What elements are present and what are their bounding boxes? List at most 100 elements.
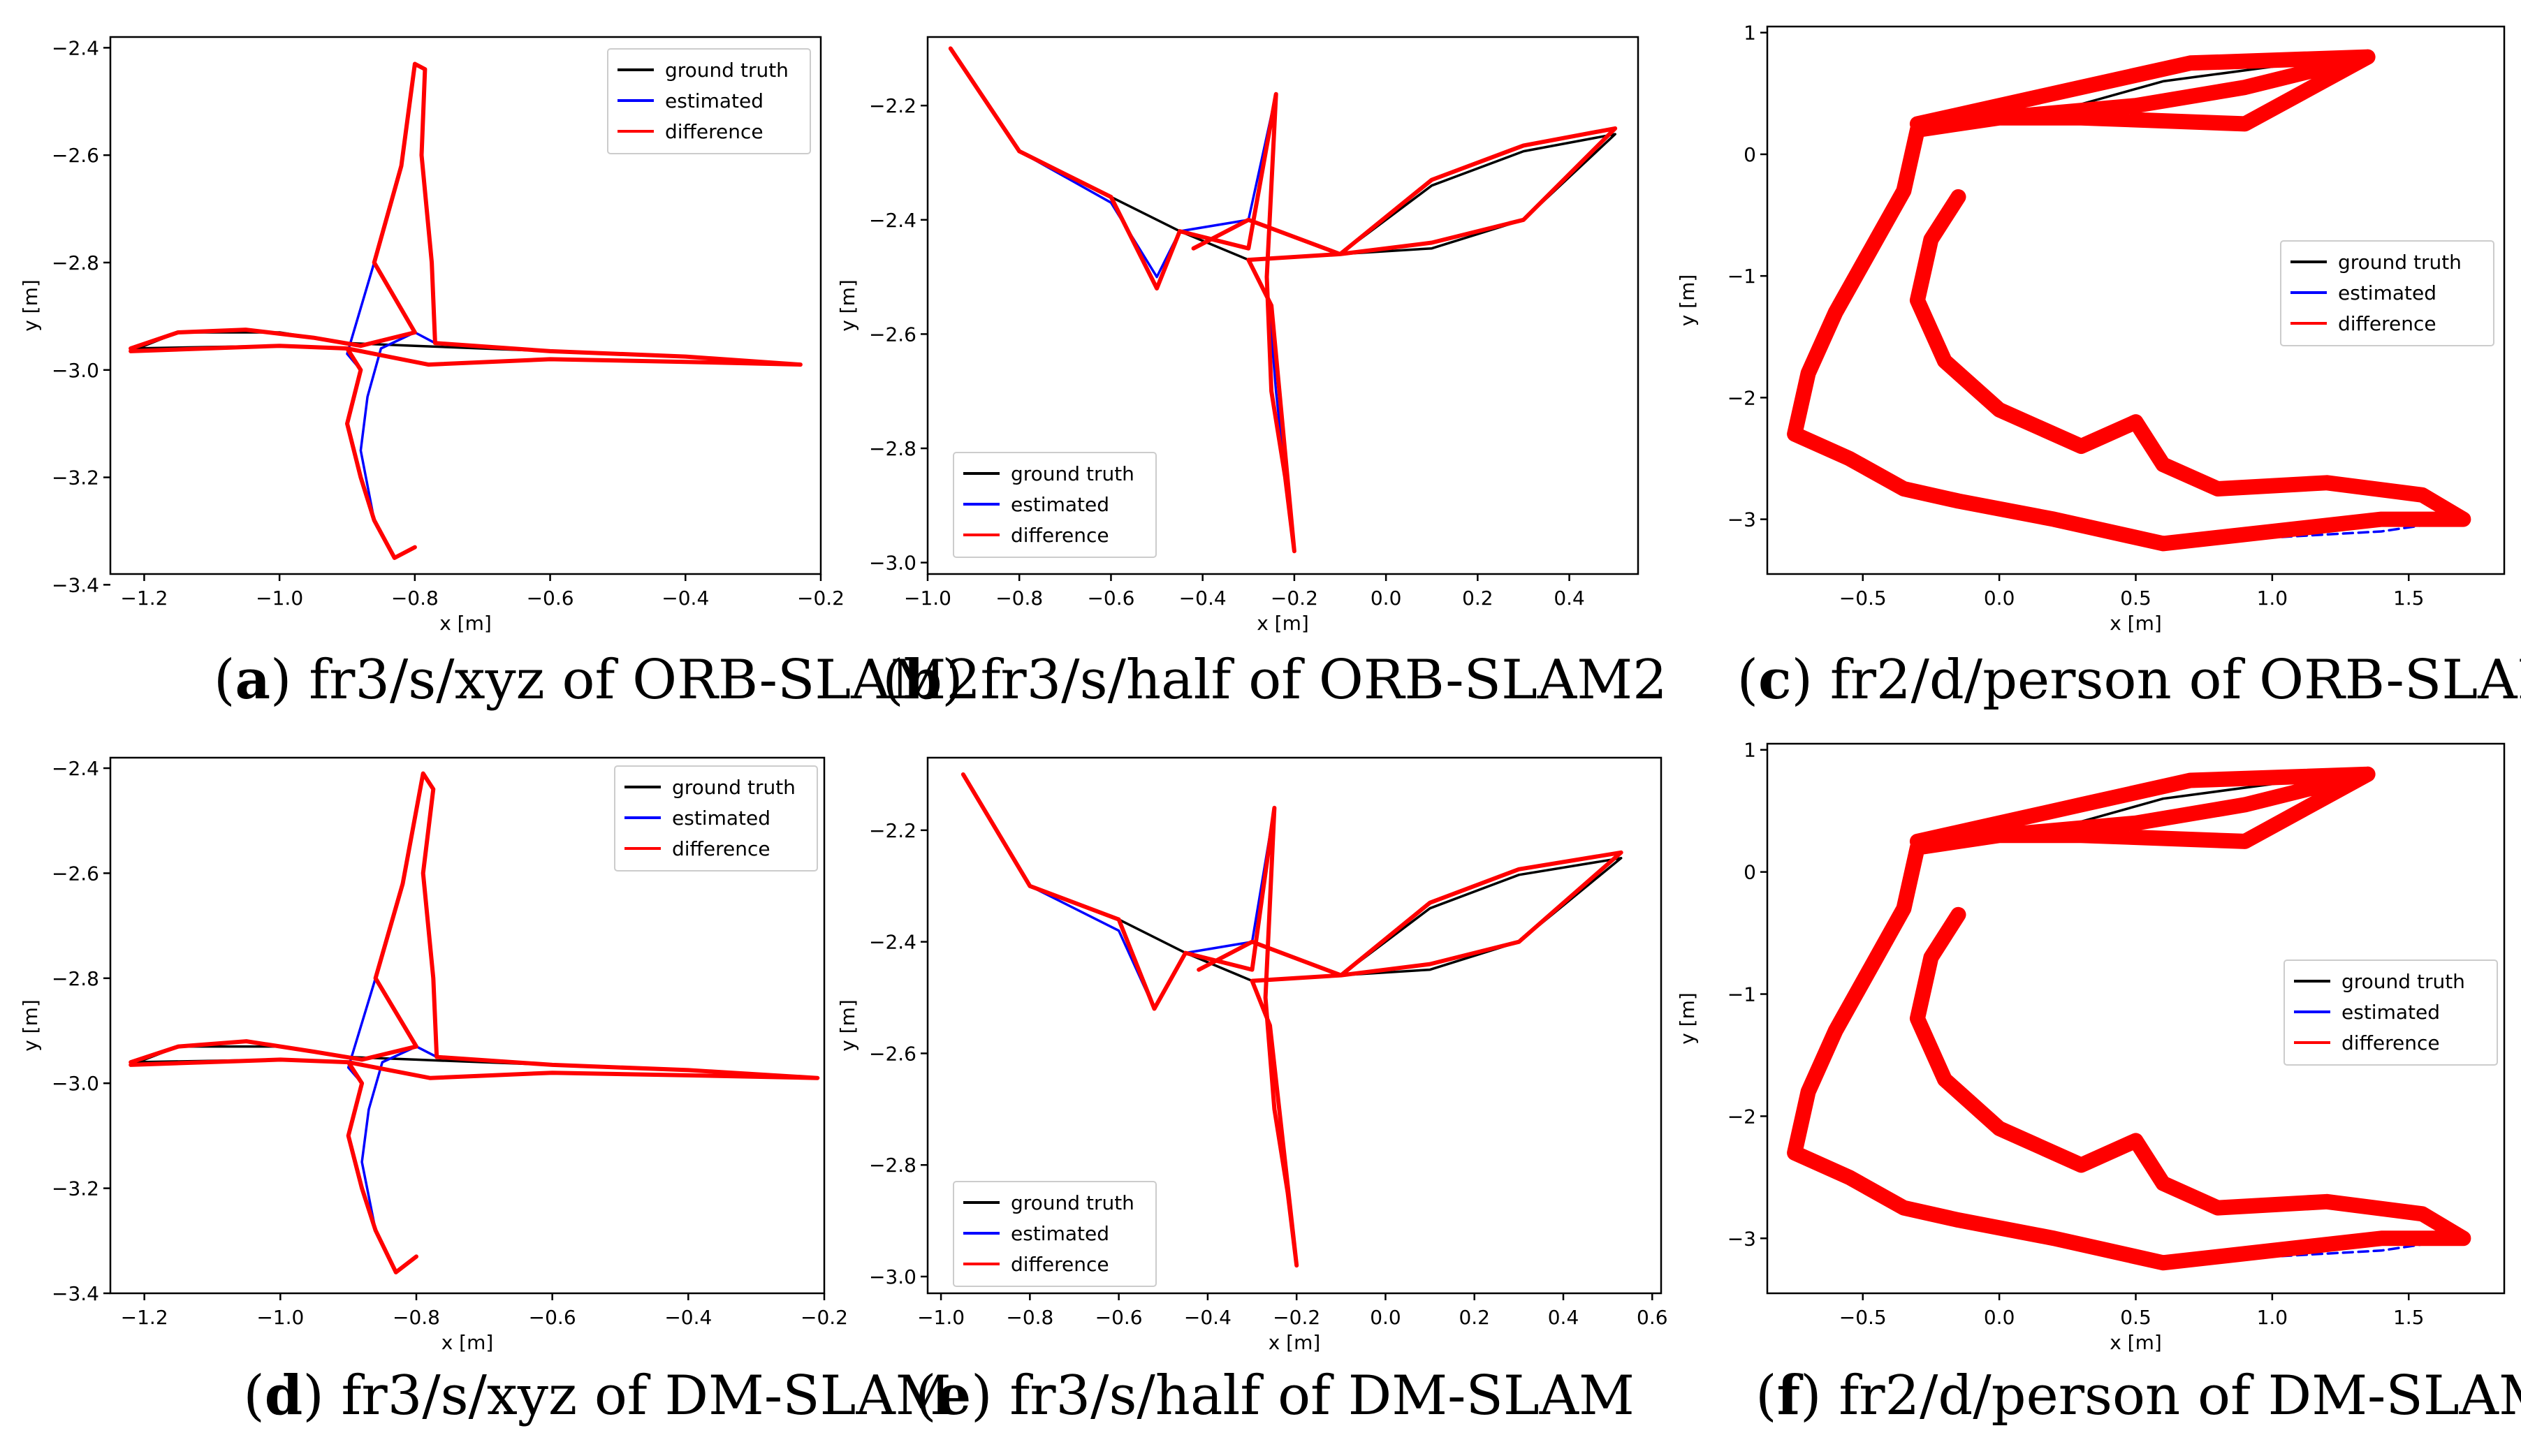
- data-point-estimated: [1275, 390, 1278, 392]
- x-tick-label: 0.4: [1548, 1306, 1579, 1329]
- data-point-difference: [2243, 85, 2247, 89]
- data-point-ground-truth: [2162, 797, 2165, 800]
- data-point-difference: [1997, 1126, 2001, 1131]
- data-point-estimated: [359, 449, 362, 452]
- y-tick-label: −1: [1727, 983, 1756, 1006]
- caption-label: b: [904, 648, 942, 712]
- data-point-difference: [431, 976, 435, 980]
- data-point-difference: [413, 330, 417, 334]
- data-point-difference: [1619, 851, 1623, 855]
- data-point-difference: [1292, 549, 1296, 553]
- x-tick-label: −0.4: [1184, 1306, 1232, 1329]
- data-point-difference: [414, 1045, 418, 1049]
- data-point-difference: [1997, 116, 2001, 120]
- caption-label: d: [265, 1364, 303, 1427]
- data-point-difference: [2052, 1236, 2056, 1240]
- series-line-difference: [129, 771, 820, 1274]
- x-tick-label: −1.0: [904, 587, 951, 610]
- caption-label: a: [235, 648, 270, 712]
- data-point-difference: [176, 1045, 180, 1049]
- x-tick-label: −0.8: [1006, 1306, 1053, 1329]
- data-point-ground-truth: [1431, 184, 1433, 187]
- y-tick-label: −2.4: [869, 209, 916, 232]
- x-tick-label: 0.0: [1984, 587, 2015, 610]
- x-tick-label: 0.2: [1459, 1306, 1490, 1329]
- data-point-difference: [2243, 802, 2247, 807]
- x-tick-label: −0.2: [1273, 1306, 1320, 1329]
- data-point-difference: [2325, 480, 2329, 485]
- y-tick-label: −2.6: [52, 862, 99, 885]
- legend-label: estimated: [2338, 281, 2436, 304]
- y-tick-label: −3: [1727, 1227, 1756, 1250]
- data-point-difference: [1197, 968, 1201, 972]
- panel-caption: (a) fr3/s/xyz of ORB-SLAM2: [214, 648, 981, 712]
- y-tick-label: −3.0: [52, 359, 99, 382]
- data-point-difference: [1943, 1078, 1947, 1082]
- y-tick-label: 1: [1744, 22, 1756, 45]
- y-tick-label: 0: [1744, 861, 1756, 884]
- y-tick-label: −3.4: [52, 1282, 99, 1305]
- data-point-difference: [346, 1060, 351, 1064]
- data-point-difference: [1430, 178, 1434, 182]
- caption-paren-open: (: [243, 1365, 264, 1427]
- data-point-estimated: [367, 1108, 370, 1111]
- legend-label: estimated: [665, 89, 763, 112]
- data-point-difference: [421, 871, 425, 875]
- series-line-difference: [129, 61, 803, 560]
- data-point-difference: [686, 1068, 690, 1072]
- data-point-difference: [2379, 1236, 2383, 1240]
- data-point-difference: [1834, 310, 1838, 314]
- data-point-difference: [1268, 1024, 1272, 1027]
- series-line-difference: [948, 46, 1618, 554]
- data-point-difference: [1957, 195, 1960, 199]
- data-point-difference: [430, 260, 434, 265]
- data-point-difference: [1183, 951, 1188, 955]
- legend-label: estimated: [1011, 493, 1109, 516]
- data-point-difference: [1286, 1191, 1289, 1195]
- series-line-difference: [960, 772, 1623, 1268]
- y-axis-label: y [m]: [1676, 992, 1699, 1045]
- data-point-difference: [1915, 839, 1920, 844]
- x-tick-label: −0.6: [1095, 1306, 1143, 1329]
- data-point-difference: [1929, 237, 1933, 242]
- data-point-ground-truth: [1428, 907, 1431, 910]
- data-point-difference: [548, 357, 553, 361]
- x-tick-label: 0.2: [1462, 587, 1493, 610]
- y-tick-label: −2.2: [869, 819, 916, 842]
- y-tick-label: −2: [1727, 386, 1756, 409]
- legend: ground truth estimated difference: [2283, 959, 2498, 1066]
- x-tick-label: −0.6: [527, 587, 574, 610]
- caption-label: c: [1758, 648, 1792, 712]
- data-point-difference: [393, 556, 397, 560]
- data-point-difference: [2161, 541, 2165, 545]
- y-tick-label: −3.4: [52, 573, 99, 596]
- data-point-difference: [550, 1071, 555, 1075]
- y-tick-label: −2.4: [52, 757, 99, 780]
- data-point-difference: [1874, 955, 1878, 959]
- panel-a: −1.2 −1.0 −0.8 −0.6 −0.4 −0.2 −3.4 −3.2 −3.0 −2.8…: [19, 36, 981, 712]
- panel-d: −1.2 −1.0 −0.8 −0.6 −0.4 −0.2 −3.4 −3.2 −3.0 −2.8…: [19, 756, 951, 1427]
- data-point-difference: [1915, 846, 1920, 850]
- y-tick-label: −2.6: [869, 323, 916, 346]
- panel-caption: (e) fr3/s/half of DM-SLAM: [915, 1364, 1635, 1427]
- legend-label: difference: [672, 837, 770, 860]
- data-point-difference: [2161, 1182, 2165, 1186]
- data-point-difference: [2243, 839, 2247, 844]
- data-point-difference: [374, 1228, 378, 1233]
- data-point-difference: [1943, 359, 1947, 363]
- caption-text: ) fr3/s/half of ORB-SLAM2: [942, 649, 1667, 712]
- data-point-difference: [1613, 126, 1617, 131]
- data-point-difference: [550, 1063, 555, 1067]
- legend: ground truth estimated difference: [953, 452, 1157, 558]
- x-tick-label: −1.0: [256, 587, 303, 610]
- data-point-difference: [278, 1057, 282, 1061]
- data-point-difference: [1847, 457, 1851, 460]
- x-tick-label: −0.8: [391, 587, 439, 610]
- x-tick-label: −1.0: [917, 1306, 965, 1329]
- legend-label: estimated: [2341, 1001, 2440, 1024]
- data-point-difference: [1250, 979, 1254, 983]
- data-point-difference: [2188, 61, 2193, 65]
- data-point-difference: [1517, 867, 1521, 872]
- data-point-difference: [414, 1254, 418, 1258]
- x-tick-label: 1.0: [2257, 587, 2288, 610]
